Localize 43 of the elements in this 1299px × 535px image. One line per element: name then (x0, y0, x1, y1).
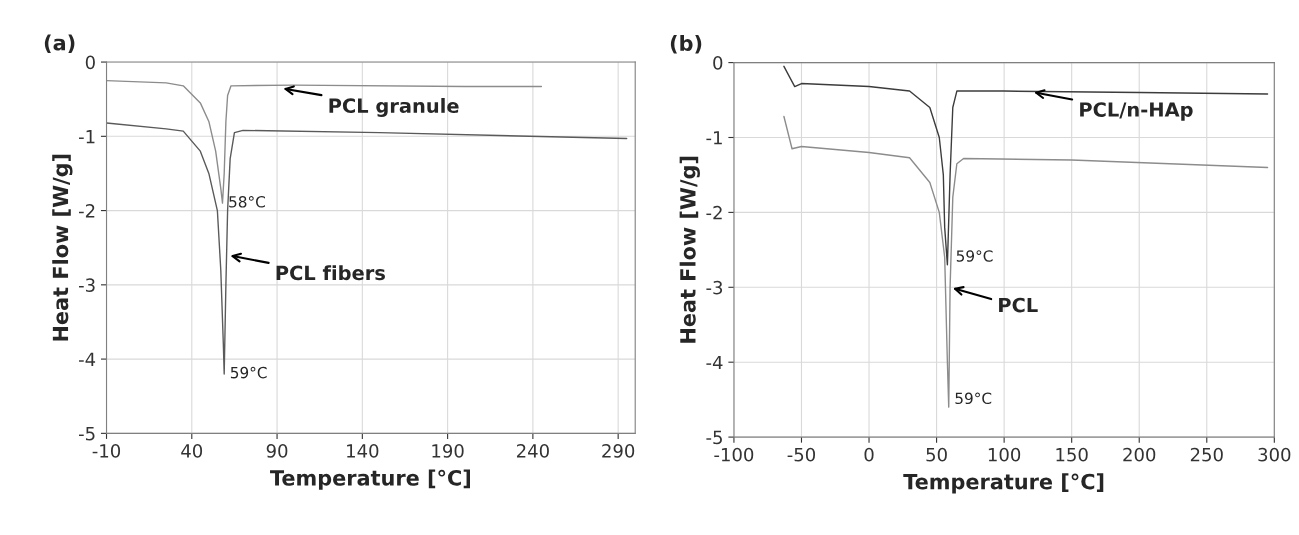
annotation: 59°C (955, 392, 992, 405)
x-tick-label: 0 (864, 447, 874, 462)
y-tick-label: -3 (706, 280, 723, 295)
annotation: 59°C (230, 366, 267, 379)
y-tick-label: -2 (78, 204, 95, 218)
y-tick-label: 0 (713, 56, 723, 70)
annotation: 59°C (956, 250, 993, 262)
y-tick-label: -4 (706, 355, 723, 370)
y-axis-title: Heat Flow [W/g] (52, 154, 73, 341)
y-axis-title: Heat Flow [W/g] (679, 156, 700, 343)
y-tick-label: -5 (78, 427, 95, 441)
x-axis-title: Temperature [°C] (270, 469, 470, 490)
x-tick-label: 300 (1258, 447, 1291, 462)
x-tick-label: -100 (714, 447, 754, 462)
x-tick-label: 100 (988, 447, 1021, 462)
annotation: PCL fibers (276, 265, 385, 281)
x-tick-label: 200 (1123, 447, 1156, 462)
x-tick-label: 250 (1190, 447, 1223, 462)
x-tick-label: 40 (181, 444, 203, 458)
x-tick-label: -10 (92, 444, 121, 458)
x-tick-label: 140 (347, 444, 379, 458)
y-tick-label: -4 (78, 352, 96, 366)
x-tick-label: 240 (516, 444, 549, 458)
y-tick-label: -1 (706, 131, 722, 145)
annotation: 58°C (229, 196, 265, 208)
annotation: PCL granule (329, 98, 459, 117)
x-tick-label: 190 (432, 444, 464, 458)
x-tick-label: 150 (1056, 447, 1088, 462)
y-tick-label: -1 (78, 130, 95, 144)
y-tick-label: 0 (85, 55, 95, 70)
y-tick-label: -2 (706, 205, 722, 220)
chart-title: (b) (670, 34, 702, 54)
annotation: PCL/n-HAp (1080, 102, 1193, 121)
x-tick-label: 50 (926, 447, 947, 462)
y-tick-label: -3 (78, 278, 95, 292)
x-tick-label: 90 (266, 444, 288, 458)
chart-title: (a) (44, 34, 75, 54)
annotation: PCL (999, 297, 1038, 313)
x-axis-title: Temperature [°C] (903, 473, 1104, 494)
line-series (783, 65, 1269, 266)
x-tick-label: 290 (602, 444, 635, 458)
y-tick-label: -5 (706, 430, 722, 445)
x-tick-label: -50 (787, 447, 816, 462)
